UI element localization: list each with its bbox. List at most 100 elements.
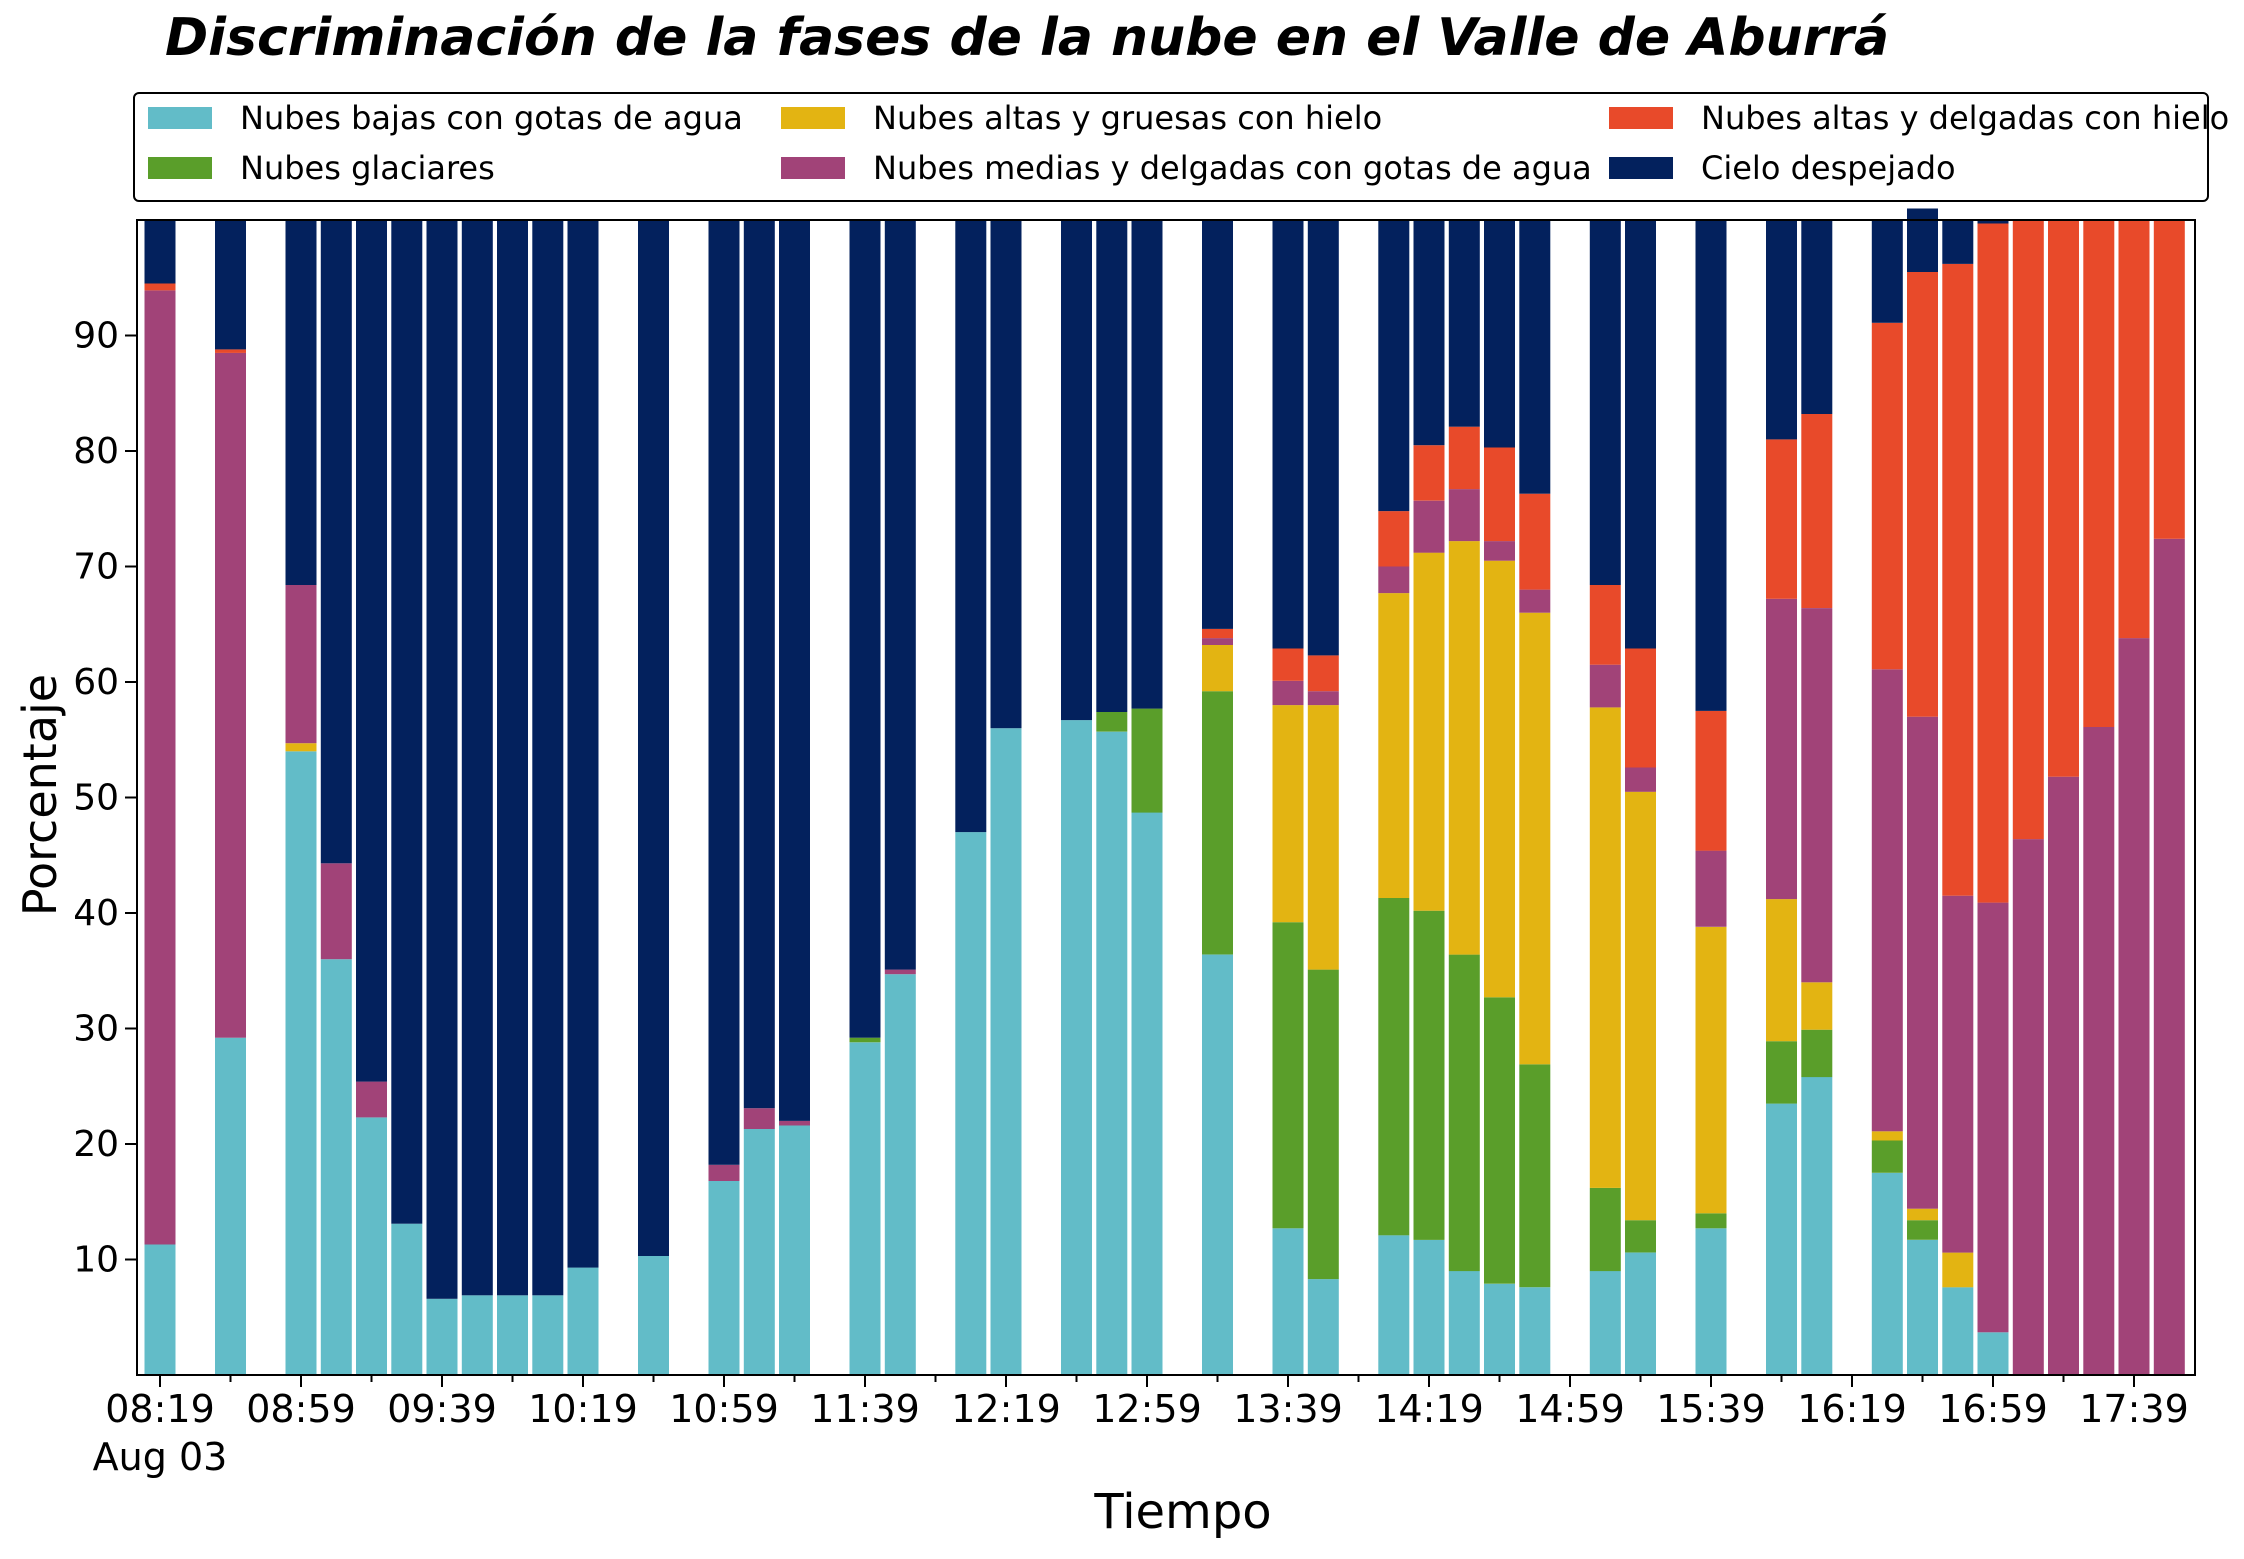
bar-nubes-altas-y-delgadas-con-hielo-1539: [1695, 710, 1727, 851]
bar-nubes-altas-y-delgadas-con-hielo-1559: [1766, 439, 1797, 599]
x-tick-label: 13:39: [1233, 1387, 1343, 1431]
bar-cielo-despejado-1539: [1695, 220, 1727, 711]
bar-nubes-bajas-con-gotas-de-agua-0959: [497, 1295, 528, 1375]
bar-cielo-despejado-1339: [1272, 220, 1304, 649]
bar-nubes-altas-y-gruesas-con-hielo-1349: [1307, 705, 1339, 970]
bar-cielo-despejado-0919: [356, 220, 387, 1082]
bar-nubes-glaciares-1559: [1766, 1041, 1797, 1104]
bar-nubes-glaciares-1349: [1307, 969, 1339, 1280]
bar-nubes-glaciares-1539: [1695, 1213, 1727, 1229]
bar-nubes-bajas-con-gotas-de-agua-1339: [1272, 1228, 1304, 1375]
bar-nubes-bajas-con-gotas-de-agua-0909: [320, 959, 352, 1375]
y-tick-label: 10: [73, 1240, 119, 1281]
bar-cielo-despejado-1019: [567, 220, 599, 1268]
chart-title: Discriminación de la fases de la nube en…: [165, 8, 1889, 68]
bar-cielo-despejado-1659: [1977, 220, 2009, 224]
bar-nubes-medias-y-delgadas-con-gotas-de-agua-1429: [1448, 489, 1480, 542]
bar-cielo-despejado-1219: [990, 220, 1022, 729]
bar-nubes-medias-y-delgadas-con-gotas-de-agua-1339: [1272, 680, 1304, 706]
bar-nubes-bajas-con-gotas-de-agua-1139: [849, 1042, 881, 1375]
legend-label-cielo-despejado: Cielo despejado: [1701, 149, 1956, 187]
x-tick-label: 10:19: [528, 1387, 638, 1431]
bar-nubes-medias-y-delgadas-con-gotas-de-agua-1709: [2012, 839, 2044, 1375]
x-tick-label: 16:59: [1938, 1387, 2048, 1431]
bar-nubes-medias-y-delgadas-con-gotas-de-agua-0909: [320, 863, 352, 960]
bar-nubes-bajas-con-gotas-de-agua-1149: [884, 974, 916, 1375]
bar-nubes-altas-y-delgadas-con-hielo-1519: [1625, 648, 1656, 768]
bar-cielo-despejado-1149: [884, 220, 916, 970]
bar-nubes-altas-y-gruesas-con-hielo-1509: [1589, 707, 1621, 1188]
bar-nubes-altas-y-delgadas-con-hielo-1709: [2012, 220, 2044, 840]
bar-cielo-despejado-1639: [1907, 208, 1938, 272]
bar-nubes-medias-y-delgadas-con-gotas-de-agua-1509: [1589, 664, 1621, 708]
bar-nubes-bajas-con-gotas-de-agua-1519: [1625, 1252, 1656, 1375]
bar-cielo-despejado-0929: [391, 220, 423, 1224]
bar-nubes-bajas-con-gotas-de-agua-0819: [144, 1244, 176, 1375]
bar-nubes-bajas-con-gotas-de-agua-1449: [1519, 1287, 1551, 1375]
x-axis-label: Tiempo: [1093, 1484, 1271, 1540]
legend-label-nubes-glaciares: Nubes glaciares: [240, 149, 495, 187]
bar-cielo-despejado-1649: [1942, 220, 1974, 264]
bar-nubes-bajas-con-gotas-de-agua-1219: [990, 728, 1022, 1375]
bar-nubes-bajas-con-gotas-de-agua-1349: [1307, 1279, 1339, 1375]
bar-nubes-bajas-con-gotas-de-agua-1659: [1977, 1332, 2009, 1375]
bar-cielo-despejado-1409: [1378, 220, 1410, 512]
x-tick-label: 10:59: [669, 1387, 779, 1431]
bar-nubes-medias-y-delgadas-con-gotas-de-agua-1609: [1801, 608, 1833, 983]
bar-nubes-altas-y-delgadas-con-hielo-1319: [1202, 628, 1233, 639]
bar-nubes-altas-y-delgadas-con-hielo-1739: [2118, 220, 2150, 639]
bar-nubes-bajas-con-gotas-de-agua-1239: [1061, 720, 1092, 1375]
bar-nubes-medias-y-delgadas-con-gotas-de-agua-1519: [1625, 767, 1656, 792]
bar-nubes-medias-y-delgadas-con-gotas-de-agua-1409: [1378, 566, 1410, 594]
bar-nubes-altas-y-delgadas-con-hielo-1339: [1272, 648, 1304, 681]
bar-nubes-glaciares-1319: [1202, 691, 1233, 955]
bar-nubes-glaciares-1419: [1413, 910, 1445, 1240]
bar-nubes-altas-y-delgadas-con-hielo-1449: [1519, 493, 1551, 590]
y-tick-label: 80: [73, 431, 119, 472]
bar-cielo-despejado-0819: [144, 220, 176, 284]
bar-nubes-medias-y-delgadas-con-gotas-de-agua-1449: [1519, 589, 1551, 613]
bar-nubes-bajas-con-gotas-de-agua-1419: [1413, 1239, 1445, 1375]
bar-cielo-despejado-0909: [320, 220, 352, 864]
bar-nubes-bajas-con-gotas-de-agua-1539: [1695, 1228, 1727, 1375]
bar-nubes-altas-y-delgadas-con-hielo-1419: [1413, 445, 1445, 501]
legend-label-nubes-bajas-con-gotas-de-agua: Nubes bajas con gotas de agua: [240, 99, 743, 137]
x-tick-label: 15:39: [1656, 1387, 1766, 1431]
bar-cielo-despejado-1109: [743, 220, 775, 1109]
bar-nubes-bajas-con-gotas-de-agua-0949: [461, 1295, 493, 1375]
bar-nubes-glaciares-1429: [1448, 954, 1480, 1272]
bar-nubes-altas-y-gruesas-con-hielo-1539: [1695, 926, 1727, 1214]
bar-nubes-glaciares-1509: [1589, 1187, 1621, 1272]
x-tick-label: 12:59: [1092, 1387, 1202, 1431]
bar-cielo-despejado-1419: [1413, 220, 1445, 446]
bar-cielo-despejado-1249: [1096, 220, 1128, 712]
x-tick-label: 11:39: [810, 1387, 920, 1431]
bar-cielo-despejado-0939: [426, 220, 458, 1299]
bar-nubes-altas-y-delgadas-con-hielo-0819: [144, 283, 176, 291]
bar-cielo-despejado-0859: [285, 220, 317, 585]
bar-nubes-altas-y-delgadas-con-hielo-1629: [1871, 322, 1903, 670]
bar-nubes-bajas-con-gotas-de-agua-1559: [1766, 1103, 1797, 1375]
bar-nubes-altas-y-delgadas-con-hielo-1659: [1977, 223, 2009, 903]
bar-nubes-altas-y-delgadas-con-hielo-1429: [1448, 426, 1480, 490]
bar-cielo-despejado-1519: [1625, 220, 1656, 649]
bar-nubes-altas-y-gruesas-con-hielo-1609: [1801, 982, 1833, 1030]
bar-nubes-altas-y-gruesas-con-hielo-1649: [1942, 1252, 1974, 1288]
bar-nubes-altas-y-gruesas-con-hielo-1449: [1519, 612, 1551, 1065]
bar-cielo-despejado-1239: [1061, 220, 1092, 721]
bars-group: [144, 208, 2185, 1375]
bar-nubes-bajas-con-gotas-de-agua-1429: [1448, 1271, 1480, 1375]
y-axis-label: Porcentaje: [13, 674, 67, 916]
bar-cielo-despejado-1559: [1766, 220, 1797, 440]
bar-nubes-medias-y-delgadas-con-gotas-de-agua-1119: [779, 1120, 810, 1126]
bar-nubes-altas-y-delgadas-con-hielo-1639: [1907, 272, 1938, 717]
bar-nubes-altas-y-gruesas-con-hielo-1439: [1484, 560, 1515, 998]
bar-nubes-bajas-con-gotas-de-agua-1629: [1871, 1172, 1903, 1375]
bar-nubes-medias-y-delgadas-con-gotas-de-agua-1649: [1942, 895, 1974, 1253]
bar-nubes-bajas-con-gotas-de-agua-1259: [1131, 812, 1163, 1375]
bar-nubes-glaciares-1519: [1625, 1220, 1656, 1253]
x-tick-label: 09:39: [387, 1387, 497, 1431]
bar-nubes-medias-y-delgadas-con-gotas-de-agua-1629: [1871, 669, 1903, 1132]
bar-nubes-bajas-con-gotas-de-agua-1059: [708, 1181, 740, 1375]
bar-nubes-medias-y-delgadas-con-gotas-de-agua-0819: [144, 290, 176, 1245]
